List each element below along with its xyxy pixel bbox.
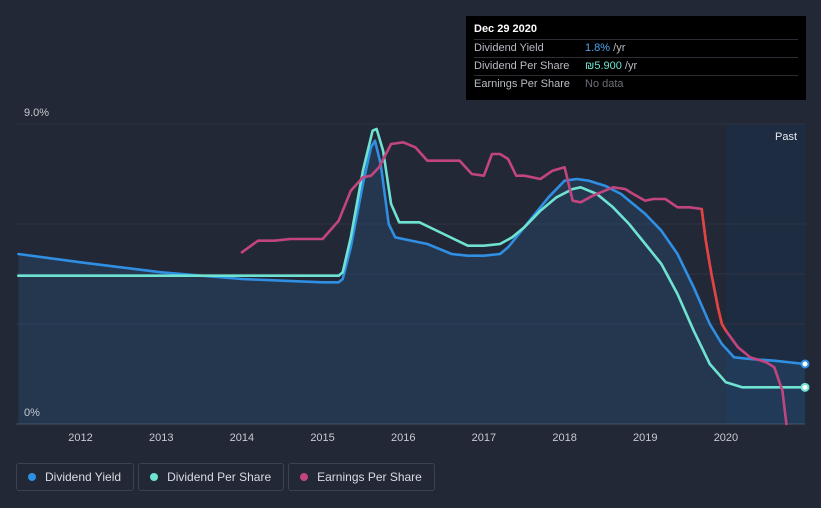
x-axis: 2012 2013 2014 2015 2016 2017 2018 2019 2020 [68,432,738,444]
tooltip-label: Dividend Per Share [474,60,570,72]
gridlines [16,123,805,425]
dividend-yield-end-marker [800,359,810,369]
dividend-yield-dot-icon [28,473,36,481]
end-markers [800,359,810,392]
tooltip-label: Dividend Yield [474,42,544,54]
tooltip-value-unit: /yr [610,42,626,54]
tooltip-row-earnings-per-share: Earnings Per Share No data [474,75,798,93]
x-tick-label: 2014 [230,432,254,444]
dividend-per-share-dot-icon [150,473,159,481]
dividend-yield-area [18,140,805,424]
legend-label: Dividend Yield [45,470,122,484]
legend: Dividend Yield Dividend Per Share Earnin… [16,463,435,491]
x-tick-label: 2013 [149,432,173,444]
earnings-per-share-decline-line [700,207,728,332]
earnings-per-share-dot-icon [300,473,309,481]
y-axis-top-label: 9.0% [24,107,49,119]
tooltip-value-number: 1.8% [585,42,611,54]
legend-item-dividend-yield[interactable]: Dividend Yield [16,463,135,491]
tooltip-value: No data [585,78,624,90]
past-label: Past [775,131,797,143]
x-tick-label: 2018 [552,432,576,444]
legend-label: Dividend Per Share [167,470,272,484]
legend-item-dividend-per-share[interactable]: Dividend Per Share [138,463,285,491]
tooltip-row-dividend-yield: Dividend Yield 1.8% /yr [474,39,798,57]
dividend-yield-line [17,139,807,366]
tooltip-label: Earnings Per Share [474,78,570,90]
series-layer [17,127,807,426]
dividend-per-share-end-marker [800,382,810,392]
x-tick-label: 2017 [472,432,496,444]
tooltip-value-unit: /yr [621,60,638,72]
legend-item-earnings-per-share[interactable]: Earnings Per Share [288,463,435,491]
x-tick-label: 2012 [68,432,92,444]
x-tick-label: 2015 [310,432,334,444]
x-tick-label: 2016 [391,432,415,444]
y-axis-bottom-label: 0% [24,407,40,419]
legend-label: Earnings Per Share [317,470,422,484]
dividend-per-share-line [17,127,807,389]
x-tick-label: 2020 [714,432,738,444]
x-tick-label: 2019 [633,432,657,444]
tooltip-date: Dec 29 2020 [474,23,537,35]
tooltip: Dec 29 2020 Dividend Yield 1.8% /yr Divi… [466,16,806,100]
tooltip-value-number: ₪5.900 [585,60,622,72]
tooltip-row-dividend-per-share: Dividend Per Share ₪5.900 /yr [474,57,798,75]
tooltip-value: 1.8% /yr [585,40,625,57]
tooltip-value: ₪5.900 /yr [585,58,637,75]
